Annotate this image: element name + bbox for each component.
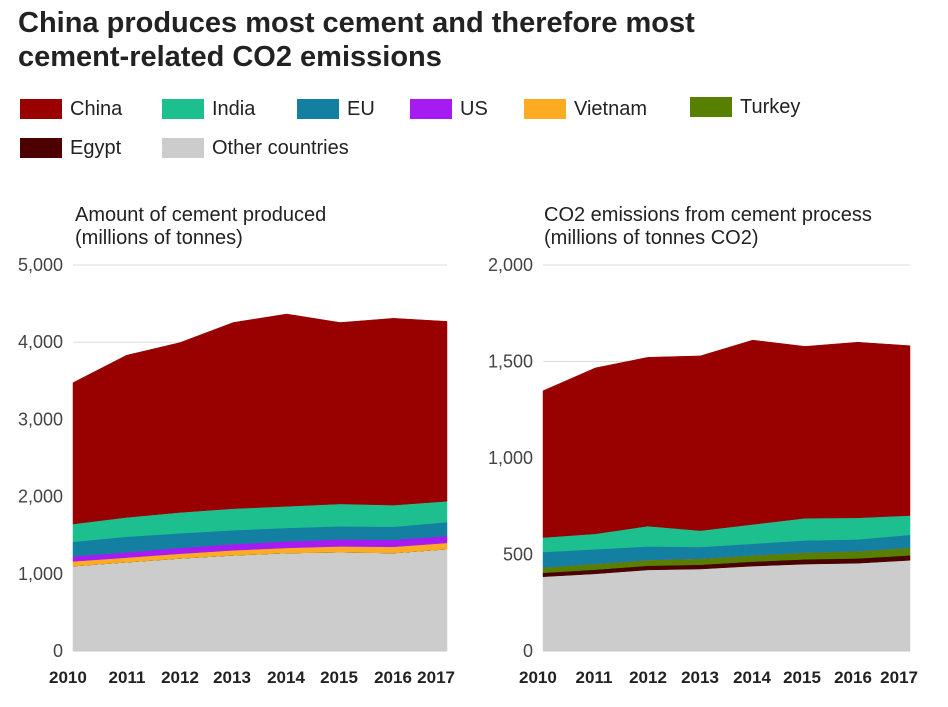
left-y-tick-label: 1,000 <box>18 564 63 584</box>
legend-swatch-egypt <box>20 138 62 158</box>
right-x-tick-label: 2014 <box>733 668 771 687</box>
legend-label-china: China <box>70 97 123 120</box>
legend-label-us: US <box>460 97 488 120</box>
left-chart-title-line-2: (millions of tonnes) <box>75 227 243 249</box>
right-chart-title-line-2: (millions of tonnes CO2) <box>544 227 759 249</box>
left-x-tick-label: 2017 <box>417 668 455 687</box>
legend-swatch-us <box>410 99 452 119</box>
right-y-tick-label: 500 <box>503 545 533 565</box>
right-chart: 0 500 1,000 1,500 2,000 2010 2011 2012 2013 2014 2… <box>488 255 918 687</box>
right-chart-title-line-1: CO2 emissions from cement process <box>544 204 872 226</box>
legend-item-india: India <box>162 98 255 120</box>
left-chart: 0 1,000 2,000 3,000 4,000 5,000 2010 2011 2012 20… <box>18 255 455 687</box>
left-x-tick-label: 2014 <box>267 668 305 687</box>
legend-label-vietnam: Vietnam <box>574 97 648 120</box>
left-x-tick-label: 2013 <box>213 668 251 687</box>
legend-item-vietnam: Vietnam <box>524 98 647 120</box>
right-x-tick-label: 2016 <box>834 668 872 687</box>
legend-item-turkey: Turkey <box>690 96 800 118</box>
right-x-tick-label: 2017 <box>880 668 918 687</box>
legend-label-turkey: Turkey <box>740 95 801 118</box>
right-x-tick-label: 2013 <box>681 668 719 687</box>
chart-title-line-1: China produces most cement and therefore… <box>18 7 695 39</box>
legend-swatch-vietnam <box>524 99 566 119</box>
right-x-tick-label: 2015 <box>783 668 821 687</box>
legend-label-other-countries: Other countries <box>212 136 349 159</box>
left-x-tick-label: 2012 <box>161 668 199 687</box>
right-chart-title: CO2 emissions from cement process (milli… <box>544 204 872 250</box>
legend-swatch-turkey <box>690 97 732 117</box>
legend-swatch-eu <box>297 99 339 119</box>
right-x-tick-label: 2010 <box>519 668 557 687</box>
right-area-other-countries <box>542 560 911 652</box>
left-x-tick-label: 2010 <box>49 668 87 687</box>
right-area-china <box>542 339 911 538</box>
left-x-tick-label: 2016 <box>374 668 412 687</box>
legend-swatch-other-countries <box>162 138 204 158</box>
left-y-tick-label: 2,000 <box>18 487 63 507</box>
left-x-tick-label: 2015 <box>320 668 358 687</box>
left-area-china <box>72 313 448 525</box>
right-y-tick-label: 1,000 <box>488 448 533 468</box>
legend-label-india: India <box>212 97 256 120</box>
legend-item-china: China <box>20 98 122 120</box>
legend-item-eu: EU <box>297 98 375 120</box>
chart-title: China produces most cement and therefore… <box>18 6 918 74</box>
left-y-tick-label: 5,000 <box>18 255 63 275</box>
legend-swatch-india <box>162 99 204 119</box>
legend-swatch-china <box>20 99 62 119</box>
right-y-tick-label: 2,000 <box>488 255 533 275</box>
legend-item-other-countries: Other countries <box>162 137 349 159</box>
legend-item-us: US <box>410 98 488 120</box>
left-y-tick-label: 0 <box>53 641 63 661</box>
right-y-tick-label: 0 <box>523 641 533 661</box>
left-area-other-countries <box>72 548 448 652</box>
left-chart-title-line-1: Amount of cement produced <box>75 204 327 226</box>
left-x-tick-label: 2011 <box>109 668 146 687</box>
legend-label-eu: EU <box>347 97 375 120</box>
right-x-tick-label: 2012 <box>629 668 667 687</box>
legend-label-egypt: Egypt <box>70 136 122 159</box>
left-y-tick-label: 3,000 <box>18 409 63 429</box>
right-y-tick-label: 1,500 <box>488 352 533 372</box>
right-x-tick-label: 2011 <box>576 668 613 687</box>
legend-item-egypt: Egypt <box>20 137 121 159</box>
left-chart-title: Amount of cement produced (millions of t… <box>75 204 326 250</box>
chart-title-line-2: cement-related CO2 emissions <box>18 41 442 73</box>
left-y-tick-label: 4,000 <box>18 332 63 352</box>
